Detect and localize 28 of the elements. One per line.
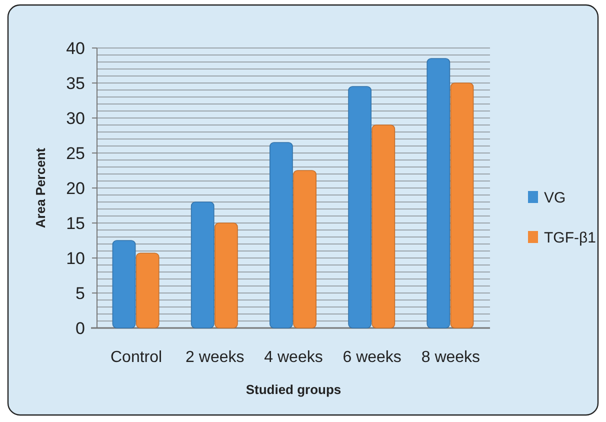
legend-label: TGF-β1 — [544, 229, 596, 246]
bar — [270, 142, 293, 328]
y-tick-label: 25 — [66, 144, 85, 163]
y-tick-label: 0 — [76, 318, 85, 338]
bar — [112, 240, 136, 328]
x-tick-label: 2 weeks — [186, 349, 244, 366]
y-tick-label: 35 — [66, 74, 85, 93]
bar — [426, 58, 450, 328]
y-tick-label: 20 — [66, 178, 85, 198]
bar — [348, 86, 372, 328]
y-tick-label: 15 — [66, 214, 85, 233]
y-tick-label: 40 — [66, 38, 85, 58]
y-tick-label: 5 — [76, 284, 85, 303]
bar — [214, 222, 238, 328]
bar — [372, 124, 396, 328]
x-tick-label: 4 weeks — [264, 349, 323, 366]
bar — [190, 202, 214, 328]
y-tick-label: 10 — [66, 248, 85, 268]
y-axis-title: Area Percent — [33, 147, 48, 228]
x-tick-label: 8 weeks — [421, 349, 480, 366]
legend-label: VG — [544, 189, 566, 206]
bar — [136, 252, 160, 328]
x-axis-title: Studied groups — [246, 382, 342, 397]
x-tick-label: Control — [110, 349, 162, 366]
x-tick-label: 6 weeks — [342, 349, 402, 366]
y-tick-label: 30 — [66, 108, 85, 128]
bar — [293, 170, 316, 328]
bar — [450, 82, 474, 328]
